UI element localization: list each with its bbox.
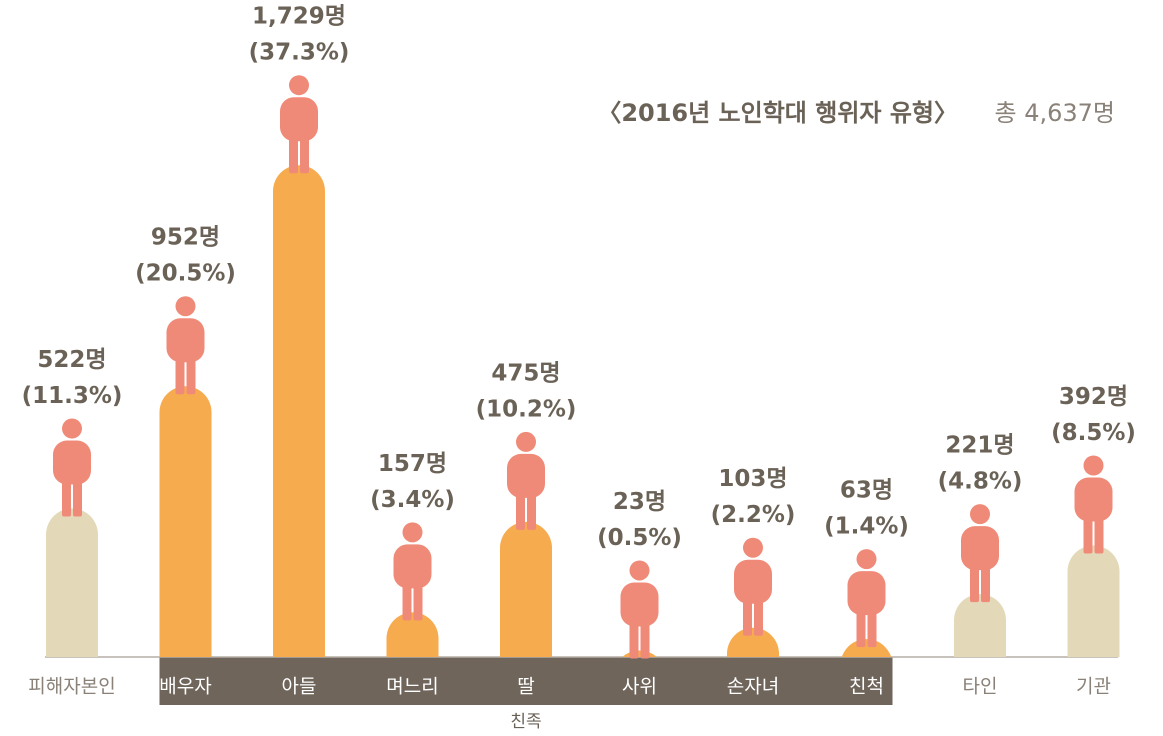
icon-body	[734, 559, 772, 604]
share-label: (10.2%)	[476, 396, 577, 422]
bar	[954, 594, 1006, 657]
icon-leg	[175, 354, 185, 395]
person-icon	[620, 560, 659, 659]
person-icon	[53, 418, 91, 517]
share-label: (37.3%)	[249, 40, 350, 66]
icon-leg	[300, 133, 309, 174]
value-label: 221명	[945, 433, 1014, 459]
value-label: 157명	[378, 451, 447, 477]
icon-leg	[413, 580, 423, 621]
share-label: (1.4%)	[824, 514, 909, 540]
person-icon	[961, 504, 999, 603]
icon-head	[62, 418, 82, 439]
bar	[1067, 545, 1120, 657]
value-label: 475명	[491, 360, 560, 386]
person-icon	[1074, 455, 1113, 554]
icon-leg	[186, 354, 196, 395]
person-icon	[847, 549, 886, 648]
bar	[273, 165, 325, 657]
share-label: (4.8%)	[938, 469, 1023, 495]
chart-subtitle: 총 4,637명	[995, 99, 1116, 127]
icon-leg	[743, 595, 752, 636]
icon-head	[629, 560, 650, 581]
value-label: 1,729명	[252, 4, 346, 30]
x-tick-label: 딸	[517, 676, 534, 698]
icon-head	[289, 75, 309, 96]
value-label: 392명	[1059, 384, 1128, 410]
icon-head	[1083, 455, 1104, 476]
x-tick-label: 친척	[849, 676, 884, 698]
icon-leg	[640, 618, 650, 659]
person-icon	[166, 296, 205, 395]
icon-leg	[402, 580, 412, 621]
x-tick-label: 손자녀	[727, 676, 779, 698]
share-label: (2.2%)	[711, 502, 796, 528]
icon-leg	[527, 489, 536, 530]
bar	[500, 521, 552, 657]
group-band	[159, 657, 893, 705]
icon-leg	[754, 595, 763, 636]
icon-leg	[289, 133, 298, 174]
value-label: 522명	[37, 347, 106, 373]
bar	[46, 508, 98, 657]
share-label: (0.5%)	[597, 525, 682, 551]
bar	[386, 612, 439, 657]
icon-head	[743, 537, 763, 558]
value-label: 103명	[718, 466, 787, 492]
x-tick-label: 아들	[282, 676, 317, 698]
icon-leg	[856, 607, 866, 648]
value-label: 952명	[151, 225, 220, 251]
icon-body	[961, 526, 999, 571]
icon-head	[970, 504, 990, 525]
share-label: (20.5%)	[135, 261, 236, 287]
icon-head	[516, 431, 536, 452]
icon-leg	[981, 562, 990, 603]
icon-body	[166, 318, 205, 363]
x-tick-label: 기관	[1076, 676, 1111, 698]
group-label: 친족	[510, 712, 541, 732]
x-tick-label: 피해자본인	[28, 676, 115, 698]
value-label: 23명	[613, 489, 666, 515]
icon-body	[280, 97, 318, 142]
x-tick-label: 며느리	[386, 676, 438, 698]
bar	[159, 386, 212, 657]
chart-title: 〈2016년 노인학대 행위자 유형〉	[597, 99, 958, 127]
share-label: (11.3%)	[22, 383, 123, 409]
icon-leg	[970, 562, 979, 603]
icon-leg	[62, 476, 71, 517]
x-tick-label: 배우자	[159, 676, 211, 698]
icon-leg	[516, 489, 525, 530]
value-label: 63명	[840, 478, 893, 504]
icon-body	[620, 582, 659, 627]
icon-head	[175, 296, 196, 317]
person-icon	[507, 431, 545, 530]
person-icon	[734, 537, 772, 636]
share-label: (8.5%)	[1051, 420, 1136, 446]
bar	[727, 627, 779, 657]
share-label: (3.4%)	[370, 487, 455, 513]
bar	[841, 639, 892, 657]
icon-leg	[867, 607, 877, 648]
icon-leg	[1083, 513, 1093, 554]
icon-leg	[1094, 513, 1104, 554]
icon-leg	[629, 618, 639, 659]
icon-leg	[73, 476, 82, 517]
x-tick-label: 사위	[622, 676, 657, 698]
person-icon	[393, 522, 432, 621]
icon-body	[393, 544, 432, 589]
x-tick-label: 타인	[963, 676, 998, 698]
icon-body	[53, 440, 91, 485]
icon-head	[402, 522, 423, 543]
icon-body	[1074, 477, 1113, 522]
person-icon	[280, 75, 318, 174]
icon-body	[847, 571, 886, 616]
icon-body	[507, 453, 545, 498]
icon-head	[856, 549, 877, 570]
